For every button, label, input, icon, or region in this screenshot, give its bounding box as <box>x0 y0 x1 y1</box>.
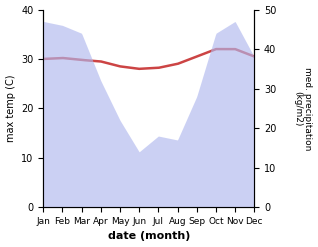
X-axis label: date (month): date (month) <box>107 231 190 242</box>
Y-axis label: med. precipitation
(kg/m2): med. precipitation (kg/m2) <box>293 67 313 150</box>
Y-axis label: max temp (C): max temp (C) <box>5 75 16 142</box>
